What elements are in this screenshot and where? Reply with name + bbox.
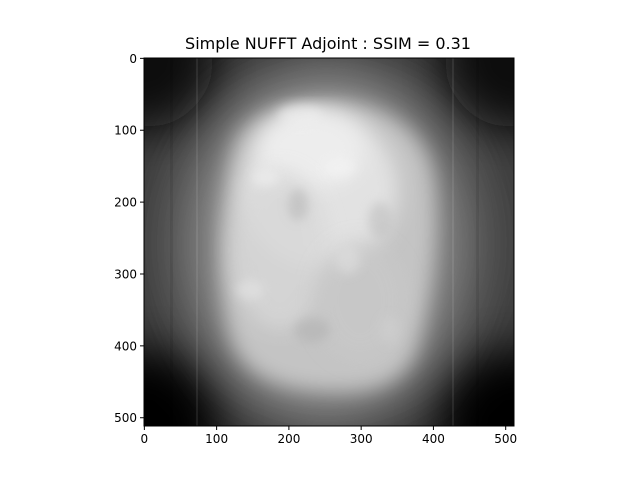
y-tick-label: 0	[129, 52, 137, 66]
x-tick-label: 200	[277, 432, 300, 446]
y-tick-label: 500	[114, 411, 137, 425]
x-tick-label: 500	[494, 432, 517, 446]
y-tick-label: 400	[114, 339, 137, 353]
y-axis-ticks: 0 100 200 300 400 500	[114, 52, 144, 425]
x-tick-label: 100	[205, 432, 228, 446]
x-tick-label: 300	[350, 432, 373, 446]
x-tick-label: 400	[422, 432, 445, 446]
chart-title: Simple NUFFT Adjoint : SSIM = 0.31	[185, 34, 471, 53]
y-tick-label: 200	[114, 196, 137, 210]
y-tick-label: 300	[114, 267, 137, 281]
brain-image	[69, 0, 589, 480]
x-axis-ticks: 0 100 200 300 400 500	[141, 426, 518, 446]
x-tick-label: 0	[141, 432, 149, 446]
y-tick-label: 100	[114, 124, 137, 138]
